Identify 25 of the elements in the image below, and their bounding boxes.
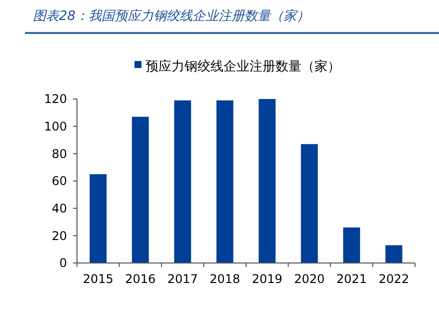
y-tick-label: 0: [59, 256, 67, 270]
bar: [385, 245, 402, 263]
x-tick-label: 2022: [378, 272, 410, 286]
y-tick-label: 100: [44, 120, 67, 134]
y-tick-label: 120: [44, 92, 67, 106]
y-tick-label: 40: [52, 202, 67, 216]
chart-title: 图表28：我国预应力钢绞线企业注册数量（家）: [33, 8, 310, 24]
legend-label: 预应力钢绞线企业注册数量（家）: [146, 58, 340, 75]
y-tick-label: 20: [52, 228, 67, 243]
bar: [174, 100, 192, 263]
bar: [132, 116, 149, 263]
y-tick-label: 60: [52, 174, 67, 188]
x-tick-label: 2017: [167, 272, 198, 286]
bar: [258, 99, 276, 263]
bar: [90, 174, 107, 263]
bar: [343, 227, 360, 263]
x-tick-label: 2021: [336, 272, 367, 286]
x-tick-label: 2018: [210, 272, 240, 286]
x-tick-label: 2019: [252, 272, 282, 286]
bar: [216, 100, 234, 263]
x-tick-label: 2015: [82, 272, 114, 286]
y-tick-label: 80: [52, 146, 67, 161]
bar: [300, 144, 318, 263]
x-tick-label: 2020: [294, 272, 325, 286]
x-tick-label: 2016: [125, 272, 156, 286]
